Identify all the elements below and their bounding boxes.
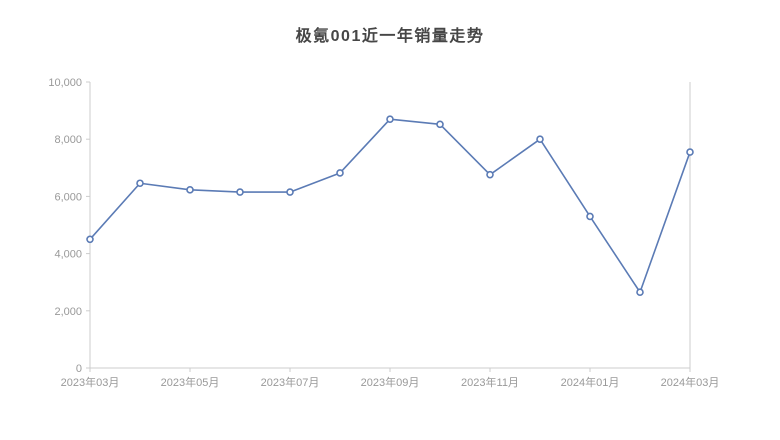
data-point[interactable] bbox=[186, 186, 194, 194]
data-point[interactable] bbox=[236, 188, 244, 196]
data-point[interactable] bbox=[436, 120, 444, 129]
data-point[interactable] bbox=[686, 148, 694, 156]
data-point[interactable] bbox=[136, 179, 144, 188]
y-tick-label: 2,000 bbox=[54, 306, 82, 318]
data-point[interactable] bbox=[536, 135, 544, 143]
x-tick-label: 2024年03月 bbox=[661, 375, 720, 389]
data-point[interactable] bbox=[636, 288, 644, 297]
x-tick-label: 2023年07月 bbox=[261, 375, 320, 389]
data-point[interactable] bbox=[336, 169, 344, 177]
x-tick-label: 2024年01月 bbox=[561, 375, 620, 389]
x-tick-label: 2023年05月 bbox=[161, 375, 220, 389]
y-tick-label: 10,000 bbox=[48, 77, 82, 89]
y-tick-label: 0 bbox=[76, 363, 82, 375]
chart-title: 极氪001近一年销量走势 bbox=[295, 28, 485, 45]
data-point[interactable] bbox=[586, 212, 594, 221]
y-tick-label: 4,000 bbox=[54, 249, 82, 261]
data-point[interactable] bbox=[486, 170, 494, 179]
data-point[interactable] bbox=[86, 235, 94, 244]
x-tick-label: 2023年03月 bbox=[61, 375, 120, 389]
data-point[interactable] bbox=[286, 188, 294, 196]
y-tick-label: 8,000 bbox=[54, 134, 82, 146]
y-tick-label: 6,000 bbox=[54, 191, 82, 203]
line-series[interactable] bbox=[89, 118, 691, 294]
x-tick-label: 2023年11月 bbox=[461, 375, 519, 389]
data-point[interactable] bbox=[386, 115, 394, 123]
x-tick-label: 2023年09月 bbox=[361, 375, 420, 389]
